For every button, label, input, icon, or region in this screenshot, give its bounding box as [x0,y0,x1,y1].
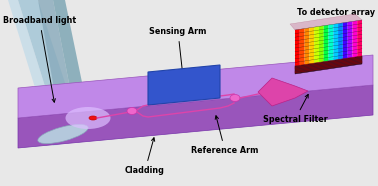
Text: Broadband light: Broadband light [3,16,76,102]
Polygon shape [295,56,362,74]
Text: Cladding: Cladding [125,138,165,175]
Text: Sensing Arm: Sensing Arm [149,27,207,82]
Polygon shape [53,0,90,130]
Text: Spectral Filter: Spectral Filter [263,94,327,124]
Text: To detector array: To detector array [297,8,375,17]
Ellipse shape [230,94,240,102]
Polygon shape [314,26,319,63]
Polygon shape [8,0,63,146]
Polygon shape [18,55,373,118]
Polygon shape [309,27,314,64]
Ellipse shape [65,107,110,129]
Polygon shape [333,24,338,60]
Polygon shape [328,24,333,61]
Polygon shape [18,85,373,148]
Polygon shape [338,23,343,60]
Polygon shape [305,28,309,65]
Text: Reference Arm: Reference Arm [191,116,259,155]
Polygon shape [357,20,362,57]
Polygon shape [148,65,220,105]
Polygon shape [352,21,357,57]
Polygon shape [38,0,78,138]
Polygon shape [300,29,305,65]
Ellipse shape [89,116,97,120]
Polygon shape [324,25,328,62]
Polygon shape [18,0,83,144]
Polygon shape [258,78,308,106]
Ellipse shape [127,108,137,115]
Polygon shape [343,22,348,59]
Polygon shape [319,26,324,62]
Polygon shape [348,21,352,58]
Polygon shape [290,14,362,30]
Polygon shape [295,29,300,66]
Ellipse shape [38,124,88,144]
